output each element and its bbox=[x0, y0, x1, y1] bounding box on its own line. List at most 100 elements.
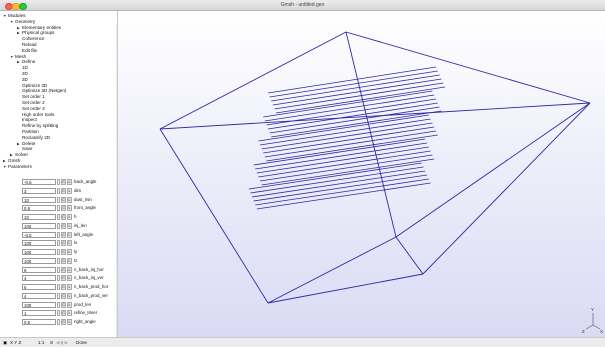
tree-item[interactable]: ▼Parameters bbox=[3, 164, 32, 170]
expand-toggle-icon[interactable]: ▶ bbox=[3, 159, 6, 163]
parameter-spinner[interactable] bbox=[57, 310, 60, 317]
parameter-spinner[interactable] bbox=[57, 275, 60, 282]
parameter-value-input[interactable]: 4 bbox=[22, 275, 56, 282]
expand-toggle-icon[interactable]: ▼ bbox=[10, 54, 14, 59]
parameter-l-button[interactable]: L bbox=[67, 284, 72, 290]
parameter-l-button[interactable]: L bbox=[67, 292, 72, 299]
expand-toggle-icon[interactable]: ▶ bbox=[10, 153, 13, 158]
parameter-value-input[interactable]: 6 bbox=[22, 284, 56, 290]
parameter-spinner[interactable] bbox=[57, 284, 60, 290]
parameter-spinner[interactable] bbox=[57, 196, 60, 203]
parameter-spinner[interactable] bbox=[57, 179, 60, 185]
tree-item[interactable]: Optimize 3D (Netgen) bbox=[17, 88, 66, 94]
parameter-c-button[interactable]: C bbox=[61, 319, 66, 325]
tree-item[interactable]: Inspect bbox=[17, 117, 37, 123]
tree-item[interactable]: ▶ Define bbox=[17, 59, 35, 65]
parameter-spinner[interactable] bbox=[57, 301, 60, 308]
parameter-value-input[interactable]: 0.5 bbox=[22, 319, 56, 325]
tree-item[interactable]: ▶ Delete bbox=[17, 141, 35, 147]
graphics-viewport[interactable]: Y X Z bbox=[118, 11, 605, 337]
parameter-l-button[interactable]: L bbox=[67, 240, 72, 247]
parameter-value-input[interactable]: 1 bbox=[22, 310, 56, 317]
parameter-value-input[interactable]: 6 bbox=[22, 266, 56, 273]
tree-item[interactable]: Set order 1 bbox=[17, 94, 45, 100]
tree-scrollbar[interactable] bbox=[116, 25, 117, 337]
parameter-value-input[interactable]: 100 bbox=[22, 257, 56, 264]
parameter-spinner[interactable] bbox=[57, 292, 60, 299]
parameter-value-input[interactable]: 100 bbox=[22, 222, 56, 229]
expand-toggle-icon[interactable]: ▶ bbox=[17, 25, 20, 30]
tree-item[interactable]: ▼Modules bbox=[3, 13, 25, 19]
parameter-l-button[interactable]: L bbox=[67, 205, 72, 212]
expand-toggle-icon[interactable]: ▶ bbox=[17, 31, 20, 36]
parameter-c-button[interactable]: C bbox=[61, 214, 66, 220]
maximize-window-button[interactable] bbox=[19, 2, 27, 10]
parameter-c-button[interactable]: C bbox=[61, 275, 66, 282]
tree-item[interactable]: Reclassify 2D bbox=[17, 135, 50, 141]
parameter-l-button[interactable]: L bbox=[67, 266, 72, 273]
tree-item[interactable]: 2D bbox=[17, 71, 28, 77]
tree-item[interactable]: Reload bbox=[17, 42, 37, 48]
tree-item[interactable]: ▼Mesh bbox=[10, 54, 26, 60]
parameter-c-button[interactable]: C bbox=[61, 196, 66, 203]
parameter-c-button[interactable]: C bbox=[61, 301, 66, 308]
parameter-spinner[interactable] bbox=[57, 214, 60, 220]
parameter-c-button[interactable]: C bbox=[61, 231, 66, 238]
parameter-l-button[interactable]: L bbox=[67, 310, 72, 317]
expand-toggle-icon[interactable]: ▶ bbox=[17, 141, 20, 146]
tree-item[interactable]: Edit file bbox=[17, 48, 37, 54]
scale-button[interactable]: 1:1 bbox=[38, 340, 45, 345]
parameter-value-input[interactable]: 10 bbox=[22, 196, 56, 203]
parameter-spinner[interactable] bbox=[57, 257, 60, 264]
tree-item[interactable]: ▶ Gmsh bbox=[3, 158, 20, 164]
home-icon[interactable]: ▣ bbox=[3, 340, 8, 345]
parameter-c-button[interactable]: C bbox=[61, 222, 66, 229]
parameter-c-button[interactable]: C bbox=[61, 292, 66, 299]
expand-toggle-icon[interactable]: ▼ bbox=[10, 19, 14, 24]
tree-item[interactable]: Optimize 3D bbox=[17, 83, 47, 89]
parameter-value-input[interactable]: 100 bbox=[22, 249, 56, 255]
parameter-l-button[interactable]: L bbox=[67, 249, 72, 255]
parameter-l-button[interactable]: L bbox=[67, 231, 72, 238]
parameter-c-button[interactable]: C bbox=[61, 257, 66, 264]
parameter-l-button[interactable]: L bbox=[67, 196, 72, 203]
tree-item[interactable]: ▶ Elementary entities bbox=[17, 25, 61, 31]
parameter-c-button[interactable]: C bbox=[61, 266, 66, 273]
parameter-spinner[interactable] bbox=[57, 240, 60, 247]
parameter-l-button[interactable]: L bbox=[67, 214, 72, 220]
parameter-l-button[interactable]: L bbox=[67, 257, 72, 264]
parameter-value-input[interactable]: 10 bbox=[22, 214, 56, 220]
parameter-value-input[interactable]: -0.5 bbox=[22, 231, 56, 238]
parameter-l-button[interactable]: L bbox=[67, 187, 72, 194]
tree-item[interactable]: High order tools bbox=[17, 112, 54, 118]
parameter-c-button[interactable]: C bbox=[61, 187, 66, 194]
parameter-spinner[interactable] bbox=[57, 205, 60, 212]
tree-item[interactable]: 1D bbox=[17, 65, 28, 71]
parameter-l-button[interactable]: L bbox=[67, 222, 72, 229]
expand-toggle-icon[interactable]: ▼ bbox=[3, 14, 7, 18]
parameter-value-input[interactable]: 100 bbox=[22, 301, 56, 308]
parameter-l-button[interactable]: L bbox=[67, 275, 72, 282]
parameter-value-input[interactable]: 100 bbox=[22, 240, 56, 247]
tree-item[interactable]: Partition bbox=[17, 129, 39, 135]
parameter-spinner[interactable] bbox=[57, 319, 60, 325]
parameter-c-button[interactable]: C bbox=[61, 240, 66, 247]
tree-item[interactable]: Refine by splitting bbox=[17, 123, 58, 129]
parameter-value-input[interactable]: 0.5 bbox=[22, 205, 56, 212]
parameter-l-button[interactable]: L bbox=[67, 179, 72, 185]
parameter-spinner[interactable] bbox=[57, 266, 60, 273]
parameter-l-button[interactable]: L bbox=[67, 319, 72, 325]
parameter-c-button[interactable]: C bbox=[61, 310, 66, 317]
parameter-l-button[interactable]: L bbox=[67, 301, 72, 308]
parameter-spinner[interactable] bbox=[57, 249, 60, 255]
axes-view-buttons[interactable]: X Y Z bbox=[10, 340, 22, 345]
parameter-c-button[interactable]: C bbox=[61, 205, 66, 212]
tree-item[interactable]: Save bbox=[17, 146, 32, 152]
tree-item[interactable]: Set order 3 bbox=[17, 106, 45, 112]
parameter-spinner[interactable] bbox=[57, 231, 60, 238]
select-button[interactable]: S bbox=[50, 340, 54, 345]
tree-item[interactable]: ▶ Physical groups bbox=[17, 30, 54, 36]
parameter-value-input[interactable]: 3 bbox=[22, 187, 56, 194]
parameter-c-button[interactable]: C bbox=[61, 179, 66, 185]
parameter-spinner[interactable] bbox=[57, 187, 60, 194]
